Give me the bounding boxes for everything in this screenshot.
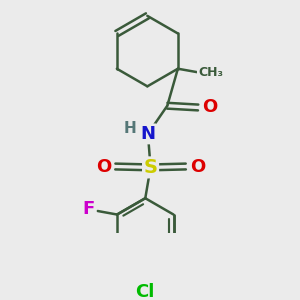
Text: N: N	[140, 125, 155, 143]
Text: O: O	[202, 98, 217, 116]
Text: O: O	[96, 158, 112, 175]
Text: CH₃: CH₃	[198, 66, 223, 79]
Text: Cl: Cl	[136, 283, 155, 300]
Text: H: H	[124, 121, 137, 136]
Text: S: S	[144, 158, 158, 177]
Text: F: F	[83, 200, 95, 218]
Text: O: O	[190, 158, 205, 175]
